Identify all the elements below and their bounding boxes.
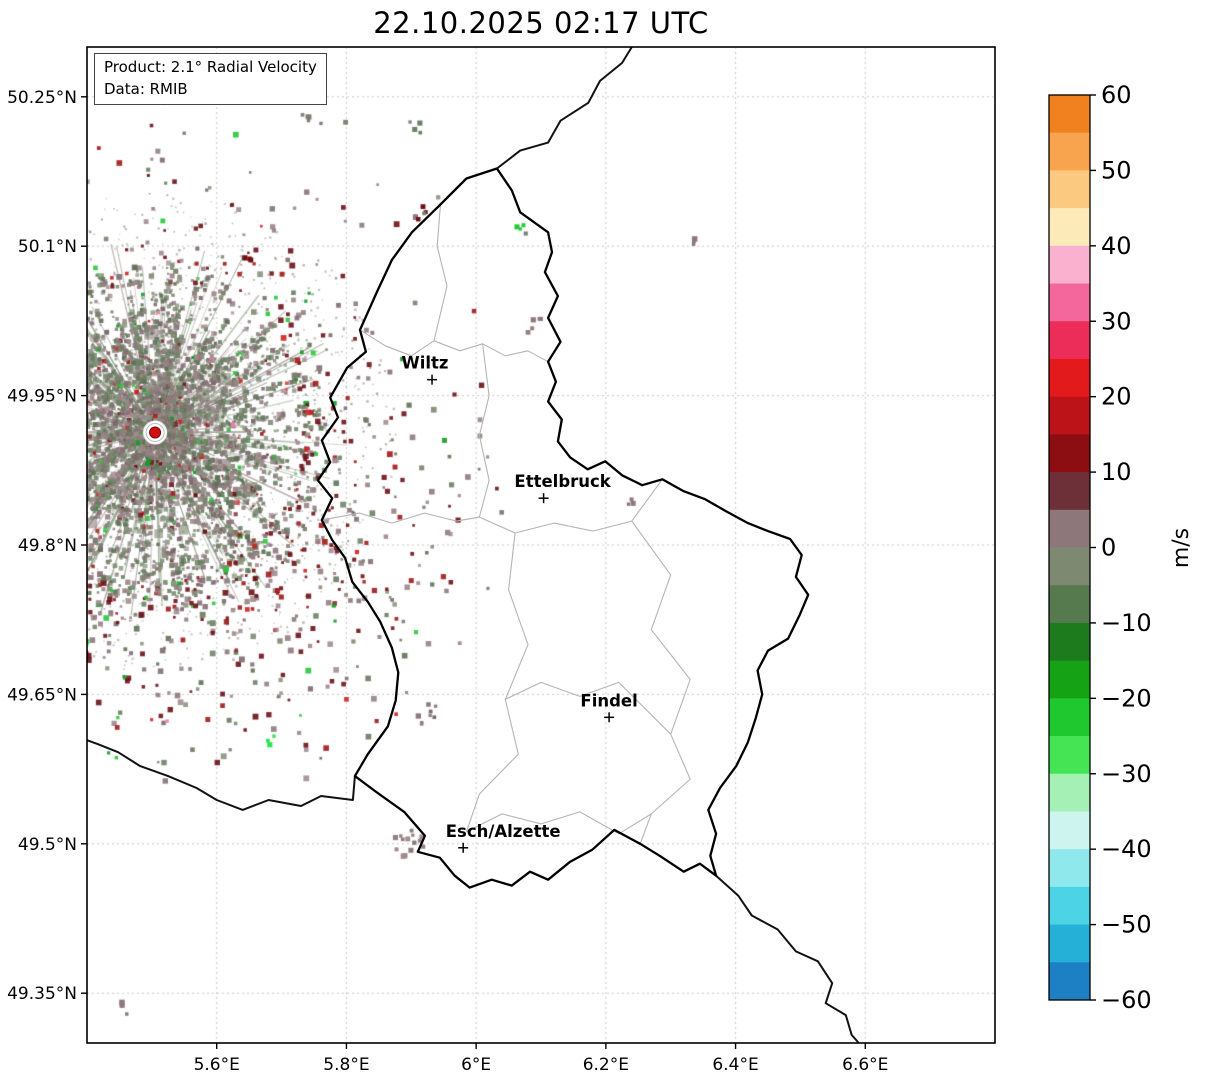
colorbar-tick-label: 40 bbox=[1101, 232, 1132, 260]
x-axis-tick-label: 6.4°E bbox=[712, 1055, 758, 1075]
district-border bbox=[478, 343, 490, 518]
colorbar-tick-label: −40 bbox=[1101, 835, 1152, 863]
colorbar-tick-label: 0 bbox=[1101, 534, 1116, 562]
colorbar-band bbox=[1049, 849, 1090, 888]
colorbar-tick-label: −10 bbox=[1101, 609, 1152, 637]
colorbar-tick-label: −20 bbox=[1101, 684, 1152, 712]
city-label: Esch/Alzette bbox=[446, 822, 561, 841]
x-axis-tick-label: 5.8°E bbox=[323, 1055, 369, 1075]
colorbar-band bbox=[1049, 585, 1090, 624]
colorbar-band bbox=[1049, 396, 1090, 435]
y-axis-tick-label: 49.95°N bbox=[7, 387, 77, 407]
colorbar-band bbox=[1049, 622, 1090, 662]
colorbar-band bbox=[1049, 170, 1090, 209]
radar-site-marker bbox=[149, 426, 162, 439]
y-axis-tick-label: 49.8°N bbox=[18, 536, 77, 556]
colorbar-band bbox=[1049, 95, 1090, 134]
colorbar-tick-label: 10 bbox=[1101, 458, 1132, 486]
district-border bbox=[321, 478, 663, 534]
product-info-box: Product: 2.1° Radial Velocity Data: RMIB bbox=[94, 53, 327, 105]
district-border bbox=[359, 329, 549, 363]
city-label: Ettelbruck bbox=[514, 472, 611, 491]
district-border bbox=[465, 532, 529, 832]
district-border bbox=[466, 811, 652, 835]
y-axis-tick-label: 50.1°N bbox=[18, 237, 77, 257]
colorbar-band bbox=[1049, 208, 1090, 247]
y-axis-tick-label: 50.25°N bbox=[7, 88, 77, 108]
colorbar-tick-label: −60 bbox=[1101, 986, 1152, 1014]
city-label: Wiltz bbox=[402, 354, 449, 373]
country-border bbox=[86, 739, 356, 811]
colorbar-band bbox=[1049, 321, 1090, 360]
colorbar-band bbox=[1049, 358, 1090, 398]
colorbar-band bbox=[1049, 283, 1090, 322]
y-axis-tick-label: 49.5°N bbox=[18, 835, 77, 855]
colorbar-band bbox=[1049, 811, 1090, 850]
figure-title: 22.10.2025 02:17 UTC bbox=[373, 6, 709, 40]
colorbar-band bbox=[1049, 773, 1090, 812]
colorbar-band bbox=[1049, 962, 1090, 1001]
colorbar-unit-label: m/s bbox=[1169, 527, 1194, 569]
colorbar-tick-label: −50 bbox=[1101, 911, 1152, 939]
colorbar-tick-label: 20 bbox=[1101, 383, 1132, 411]
colorbar-band bbox=[1049, 547, 1090, 586]
y-axis-tick-label: 49.35°N bbox=[7, 984, 77, 1004]
colorbar-tick-label: 60 bbox=[1101, 81, 1132, 109]
district-border bbox=[631, 520, 691, 844]
country-border bbox=[496, 46, 633, 170]
colorbar-tick-label: 50 bbox=[1101, 156, 1132, 184]
x-axis-tick-label: 6.6°E bbox=[842, 1055, 888, 1075]
country-border-luxembourg bbox=[316, 167, 810, 889]
x-axis-tick-label: 6°E bbox=[461, 1055, 491, 1075]
colorbar-band bbox=[1049, 698, 1090, 737]
colorbar-band bbox=[1049, 472, 1090, 511]
x-axis-tick-label: 5.6°E bbox=[194, 1055, 240, 1075]
plot-frame bbox=[86, 46, 996, 1044]
city-label: Findel bbox=[580, 691, 637, 710]
colorbar-tick-label: 30 bbox=[1101, 307, 1132, 335]
product-label: Product: 2.1° Radial Velocity bbox=[104, 58, 317, 76]
district-border bbox=[433, 204, 448, 341]
x-axis-tick-label: 6.2°E bbox=[583, 1055, 629, 1075]
colorbar-band bbox=[1049, 924, 1090, 963]
y-axis-tick-label: 49.65°N bbox=[7, 685, 77, 705]
colorbar-band bbox=[1049, 886, 1090, 926]
colorbar-band bbox=[1049, 509, 1090, 548]
colorbar-band bbox=[1049, 132, 1090, 171]
colorbar-band bbox=[1049, 660, 1090, 699]
colorbar-band bbox=[1049, 736, 1090, 775]
data-source-label: Data: RMIB bbox=[104, 79, 188, 98]
district-border bbox=[505, 681, 672, 735]
colorbar-band bbox=[1049, 245, 1090, 285]
country-border bbox=[715, 874, 860, 1044]
colorbar-tick-label: −30 bbox=[1101, 760, 1152, 788]
colorbar-band bbox=[1049, 434, 1090, 473]
